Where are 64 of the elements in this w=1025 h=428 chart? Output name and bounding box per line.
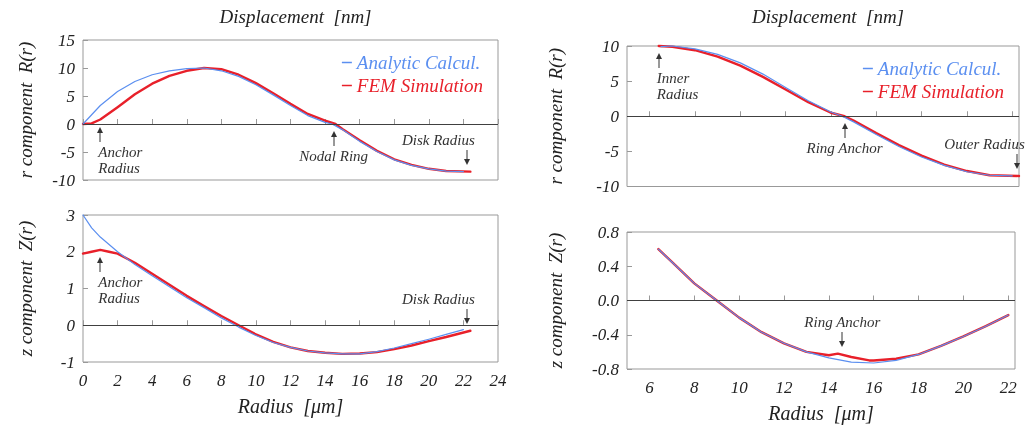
chart-title: Displacement [nm] [218, 6, 372, 27]
x-tick-label: 22 [454, 371, 473, 390]
legend-label: FEM Simulation [876, 81, 1005, 102]
x-tick-label: 12 [282, 371, 300, 390]
y-tick-label: 0 [66, 114, 76, 134]
chart-title: Displacement [nm] [751, 6, 904, 27]
x-tick-label: 2 [113, 371, 123, 390]
y-tick-label: 0.0 [597, 291, 620, 310]
x-tick-label: 4 [147, 371, 157, 390]
annotation: Anchor Radius [97, 143, 147, 176]
annotation: Ring Anchor [805, 140, 883, 157]
y-tick-label: 5 [66, 86, 75, 106]
x-axis-title: Radius [μm] [767, 402, 874, 425]
annotation: Nodal Ring [298, 148, 369, 164]
y-tick-label: 3 [65, 205, 75, 225]
x-axis-title: Radius [μm] [236, 395, 344, 418]
x-tick-label: 0 [78, 371, 88, 390]
x-tick-label: 24 [489, 371, 507, 390]
annotation: Ring Anchor [803, 313, 881, 330]
y-tick-label: 0 [610, 106, 620, 126]
x-tick-label: 22 [999, 378, 1018, 397]
x-tick-label: 18 [385, 371, 404, 390]
y-tick-label: -1 [60, 352, 75, 372]
y-tick-label: 0.4 [597, 256, 620, 276]
x-tick-label: 6 [182, 371, 192, 390]
y-tick-label: 0 [66, 315, 76, 335]
x-tick-label: 10 [247, 371, 265, 390]
y-tick-label: 10 [58, 58, 76, 78]
y-axis-title: z component Z(r) [545, 232, 567, 370]
annotation: Disk Radius [400, 131, 476, 148]
y-tick-label: 2 [66, 242, 76, 262]
y-axis-title: z component Z(r) [15, 220, 37, 358]
x-tick-label: 20 [420, 371, 438, 390]
y-tick-label: 1 [66, 279, 75, 298]
x-tick-label: 12 [775, 378, 793, 397]
annotation: Disk Radius [400, 290, 476, 307]
x-tick-label: 10 [730, 378, 749, 397]
y-axis-title: r component R(r) [545, 47, 567, 185]
legend-label: FEM Simulation [355, 75, 484, 96]
x-tick-label: 14 [820, 378, 838, 397]
x-tick-label: 14 [316, 371, 335, 390]
y-tick-label: -0.4 [592, 325, 620, 345]
legend-label: Analytic Calcul. [875, 58, 1002, 79]
y-tick-label: -10 [596, 177, 620, 196]
y-tick-label: 0.8 [597, 222, 620, 242]
annotation: Anchor Radius [97, 273, 147, 306]
y-tick-label: 5 [610, 71, 619, 91]
y-tick-label: 15 [58, 30, 75, 50]
annotation: Outer Radius [944, 135, 1025, 152]
legend-label: Analytic Calcul. [354, 52, 481, 73]
x-tick-label: 8 [690, 378, 700, 397]
y-axis-title: r component R(r) [15, 41, 37, 179]
x-tick-label: 18 [910, 378, 928, 397]
x-tick-label: 8 [217, 371, 227, 390]
y-tick-label: -0.8 [592, 359, 620, 379]
x-tick-label: 16 [865, 378, 883, 397]
y-tick-label: 10 [602, 36, 620, 56]
x-tick-label: 16 [351, 371, 369, 390]
x-tick-label: 20 [954, 378, 973, 397]
y-tick-label: -5 [604, 141, 619, 161]
y-tick-label: -5 [60, 142, 75, 162]
y-tick-label: -10 [52, 170, 76, 190]
annotation: Inner Radius [655, 70, 699, 102]
x-tick-label: 6 [645, 378, 655, 397]
